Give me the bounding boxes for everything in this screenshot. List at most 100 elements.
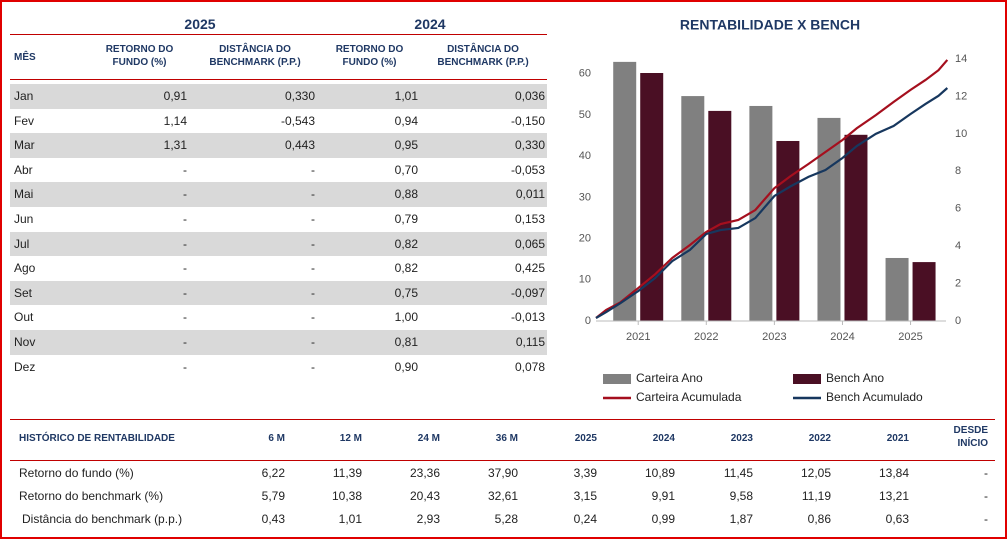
table-cell: -0,053: [510, 162, 545, 177]
table-cell: 0,115: [515, 335, 545, 349]
table-cell: 0,75: [394, 285, 418, 300]
legend-label: Bench Acumulado: [826, 390, 923, 404]
column-header: 2022: [808, 433, 831, 444]
y-tick-label: 40: [579, 150, 591, 162]
column-header: HISTÓRICO DE RENTABILIDADE: [19, 433, 175, 444]
column-header: 36 M: [495, 433, 518, 444]
bar: [681, 96, 705, 321]
table-cell: 0,91: [163, 89, 187, 103]
table-cell: -0,543: [280, 113, 315, 128]
table-cell: -: [311, 261, 315, 276]
bar: [613, 61, 637, 322]
table-cell: 0,065: [514, 236, 545, 251]
column-header: 2025: [574, 433, 597, 444]
x-tick-label: 2021: [626, 331, 650, 343]
column-header: RETORNO DO FUNDO (%): [105, 44, 174, 68]
month-label: Jul: [14, 236, 30, 251]
table-cell: -: [183, 261, 187, 276]
divider: [10, 419, 995, 420]
table-cell: 9,58: [729, 489, 753, 503]
table-cell: 0,70: [394, 162, 418, 177]
row-background: [10, 84, 547, 109]
y2-tick-label: 14: [955, 53, 967, 65]
row-label: Retorno do benchmark (%): [19, 489, 164, 503]
table-cell: -: [183, 359, 187, 374]
table-cell: -0,013: [510, 310, 545, 325]
table-cell: -: [311, 359, 315, 374]
legend-label: Carteira Ano: [636, 371, 703, 385]
table-cell: 0,330: [514, 138, 545, 153]
line: [595, 87, 949, 319]
y-tick-label: 30: [579, 191, 591, 203]
y-tick-label: 50: [579, 109, 591, 121]
month-label: Dez: [14, 359, 36, 374]
table-cell: -: [311, 162, 315, 177]
table-cell: 23,36: [409, 466, 440, 480]
table-cell: 0,99: [651, 512, 675, 526]
column-header: DISTÂNCIA DO BENCHMARK (P.P.): [209, 44, 301, 68]
divider: [10, 34, 547, 35]
table-cell: 0,43: [261, 512, 285, 526]
table-cell: 10,38: [331, 489, 362, 503]
table-cell: -: [183, 236, 187, 251]
table-cell: -: [311, 285, 315, 300]
column-header: MÊS: [14, 52, 36, 63]
bar: [640, 73, 664, 321]
x-tick-label: 2023: [762, 331, 786, 343]
table-cell: 11,39: [332, 466, 362, 480]
table-cell: 1,87: [729, 512, 753, 526]
month-label: Jan: [14, 89, 34, 103]
table-cell: 0,79: [394, 212, 418, 226]
month-label: Jun: [14, 212, 34, 226]
legend-swatch: [603, 374, 631, 384]
table-cell: 1,01: [394, 89, 418, 103]
table-cell: 6,22: [261, 466, 285, 480]
month-label: Fev: [14, 113, 35, 128]
column-header: RETORNO DO FUNDO (%): [335, 44, 404, 68]
bar: [776, 140, 800, 321]
table-cell: 0,88: [394, 187, 418, 202]
table-cell: 20,43: [409, 489, 440, 503]
table-cell: 5,28: [494, 512, 518, 526]
column-header: 24 M: [417, 433, 440, 444]
column-header: 6 M: [268, 433, 285, 444]
table-cell: -0,097: [510, 285, 545, 300]
bar: [817, 117, 841, 321]
table-cell: -: [183, 285, 187, 300]
column-header: 2023: [730, 433, 753, 444]
table-cell: 13,84: [878, 466, 909, 480]
table-cell: 0,95: [394, 138, 418, 153]
chart-title: RENTABILIDADE X BENCH: [680, 17, 860, 33]
y2-tick-label: 4: [955, 240, 961, 252]
chart: RENTABILIDADE X BENCH 0 10 20 30 40 50 60 0 2 4 6 8…: [579, 17, 968, 404]
month-label: Nov: [14, 335, 36, 349]
bar: [708, 110, 732, 321]
table-cell: 0,63: [885, 512, 909, 526]
table-cell: 10,89: [644, 466, 675, 480]
table-cell: -0,150: [510, 113, 545, 128]
month-label: Out: [14, 310, 34, 325]
month-label: Mar: [14, 138, 35, 153]
row-background: [10, 330, 547, 355]
column-header: 2021: [886, 433, 909, 444]
column-header: 2024: [652, 433, 675, 444]
legend-swatch: [793, 374, 821, 384]
table-cell: 1,00: [394, 310, 418, 325]
x-tick-label: 2024: [830, 331, 854, 343]
table-cell: 0,425: [514, 261, 545, 276]
table-cell: 5,79: [261, 489, 285, 503]
table-cell: 0,330: [284, 89, 315, 103]
bar: [844, 134, 868, 321]
y2-tick-label: 8: [955, 165, 961, 177]
table-cell: 12,05: [800, 466, 831, 480]
table-cell: -: [984, 512, 988, 526]
table-cell: 0,153: [514, 212, 545, 226]
table-cell: 0,82: [394, 236, 418, 251]
line: [595, 59, 949, 319]
x-tick-label: 2022: [694, 331, 718, 343]
table-cell: 0,078: [514, 359, 545, 374]
table-cell: -: [183, 162, 187, 177]
table-cell: 0,94: [394, 113, 418, 128]
column-header: DISTÂNCIA DO BENCHMARK (P.P.): [437, 44, 529, 68]
